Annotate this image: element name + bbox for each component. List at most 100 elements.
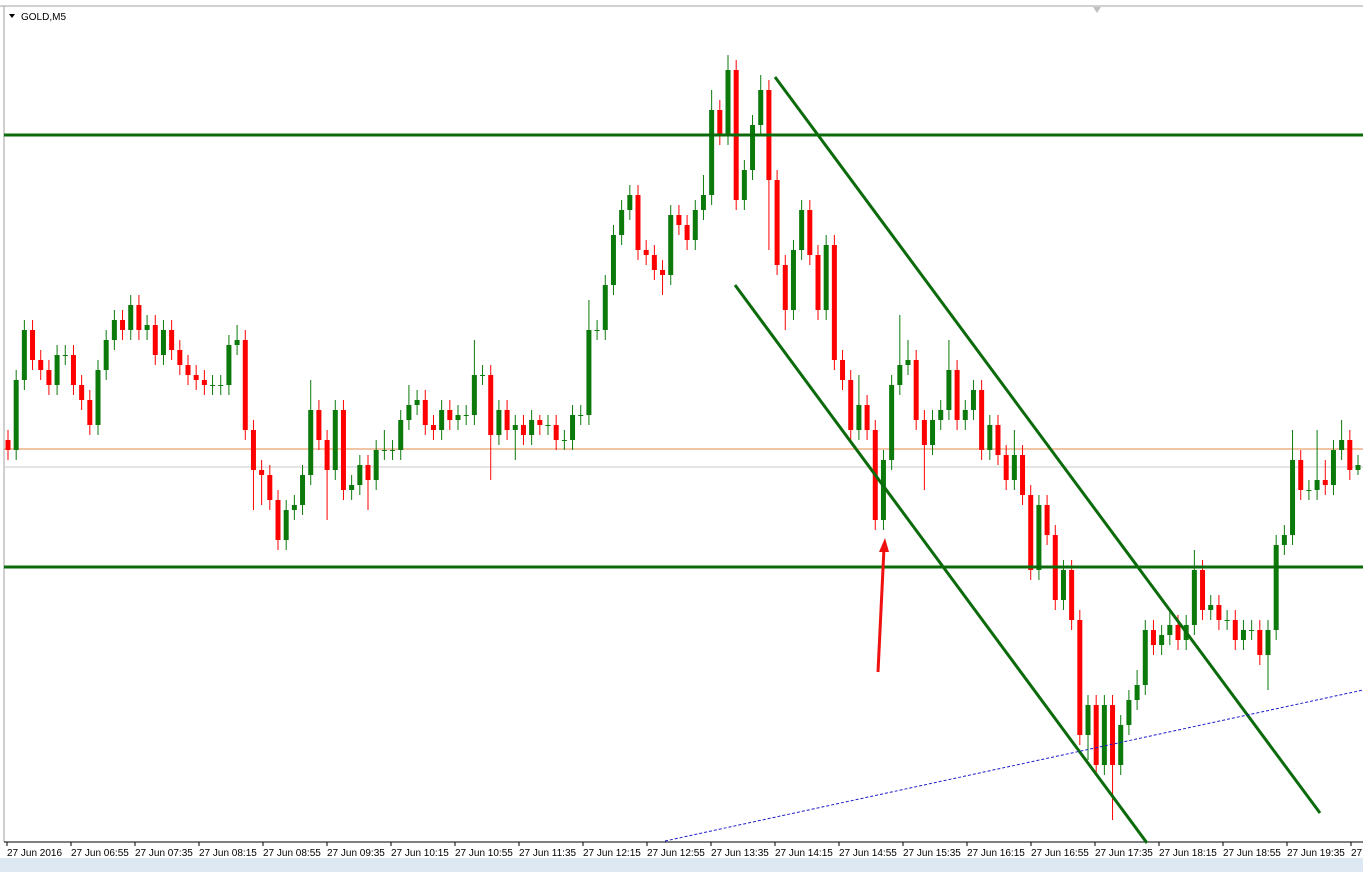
candle-body xyxy=(1003,455,1009,480)
candle-body xyxy=(602,285,608,330)
trend-line[interactable] xyxy=(664,689,1363,842)
candle-body xyxy=(848,380,854,430)
candle-body xyxy=(152,325,158,355)
x-tick-label: 27 Jun 16:15 xyxy=(967,848,1025,859)
candle-body xyxy=(30,330,36,360)
candle-body xyxy=(512,425,518,430)
candle-body xyxy=(1306,490,1312,491)
candle-body xyxy=(13,380,19,450)
candle-body xyxy=(905,360,911,365)
x-tick-label: 27 Jun 15:35 xyxy=(903,848,961,859)
candle-body xyxy=(357,465,363,485)
menu-arrow[interactable] xyxy=(9,14,15,18)
candle-body xyxy=(177,350,183,365)
candle-body xyxy=(87,400,93,425)
candle-body xyxy=(1347,440,1353,470)
candle-body xyxy=(381,450,387,451)
candle-body xyxy=(463,415,469,416)
candle-body xyxy=(136,305,142,330)
candle-body xyxy=(668,215,674,275)
x-tick-label: 27 Jun 06:55 xyxy=(71,848,129,859)
candle-body xyxy=(578,415,584,416)
x-tick-label: 27 xyxy=(1351,848,1363,859)
x-tick-label: 27 Jun 09:35 xyxy=(327,848,385,859)
candle-body xyxy=(398,420,404,450)
candle-body xyxy=(430,425,436,430)
x-tick-label: 27 Jun 10:55 xyxy=(455,848,513,859)
candle-body xyxy=(750,125,756,170)
candle-body xyxy=(627,195,633,210)
candle-body xyxy=(373,450,379,480)
candle-body xyxy=(1110,705,1116,765)
channel-upper[interactable] xyxy=(773,76,1322,814)
candle-body xyxy=(700,195,706,210)
candle-body xyxy=(1077,620,1083,735)
candle-body xyxy=(1281,535,1287,545)
candle-body xyxy=(1167,625,1173,635)
x-tick-label: 27 Jun 07:35 xyxy=(135,848,193,859)
candle-body xyxy=(1101,705,1107,765)
candle-body xyxy=(390,450,396,451)
candle-body xyxy=(1273,545,1279,630)
candle-body xyxy=(1298,460,1304,490)
candle-body xyxy=(758,90,764,125)
candle-body xyxy=(1060,570,1066,600)
candle-body xyxy=(471,375,477,415)
candle-body xyxy=(234,340,240,345)
candle-body xyxy=(1142,630,1148,685)
candle-body xyxy=(938,410,944,420)
candle-body xyxy=(1249,630,1255,631)
candle-body xyxy=(864,405,870,430)
x-tick-label: 27 Jun 10:15 xyxy=(391,848,449,859)
candle-body xyxy=(414,400,420,405)
arrow-shaft[interactable] xyxy=(876,547,886,673)
candle-body xyxy=(807,210,813,255)
candle-body xyxy=(504,410,510,430)
candle-body xyxy=(21,330,27,380)
candle-body xyxy=(619,210,625,235)
candle-body xyxy=(1159,635,1165,645)
candle-body xyxy=(643,250,649,255)
candle-body xyxy=(103,340,109,370)
candle-body xyxy=(954,370,960,420)
candle-body xyxy=(283,510,289,540)
candle-body xyxy=(725,70,731,135)
candle-body xyxy=(741,170,747,200)
x-tick-label: 27 Jun 08:15 xyxy=(199,848,257,859)
candle-body xyxy=(95,370,101,425)
candle-body xyxy=(880,460,886,520)
candle-body xyxy=(897,365,903,385)
x-tick-label: 27 Jun 17:35 xyxy=(1095,848,1153,859)
x-tick-label: 27 Jun 14:55 xyxy=(839,848,897,859)
candle-body xyxy=(921,420,927,445)
candle-body xyxy=(120,320,126,330)
candle-body xyxy=(1290,460,1296,535)
candle-body xyxy=(54,355,60,385)
candle-body xyxy=(684,225,690,240)
candle-body xyxy=(79,385,85,400)
channel-lower[interactable] xyxy=(733,284,1149,844)
candle-body xyxy=(455,415,461,420)
candle-body xyxy=(300,475,306,505)
x-tick-label: 27 Jun 16:55 xyxy=(1031,848,1089,859)
candle-body xyxy=(1224,620,1230,621)
candle-body xyxy=(651,255,657,270)
candle-body xyxy=(160,330,166,355)
candle-body xyxy=(586,330,592,415)
arrow-head[interactable] xyxy=(879,538,889,552)
candle-body xyxy=(349,485,355,490)
candle-body xyxy=(856,405,862,430)
candle-body xyxy=(1240,630,1246,640)
candle-body xyxy=(439,410,445,430)
candle-body xyxy=(1200,570,1206,610)
candle-body xyxy=(1011,455,1017,480)
candle-body xyxy=(1036,505,1042,570)
candle-body xyxy=(782,265,788,310)
candle-body xyxy=(610,235,616,285)
candle-body xyxy=(995,425,1001,455)
x-tick-label: 27 Jun 19:35 xyxy=(1287,848,1345,859)
candle-body xyxy=(1355,465,1361,470)
candle-body xyxy=(635,195,641,250)
candle-body xyxy=(594,330,600,331)
